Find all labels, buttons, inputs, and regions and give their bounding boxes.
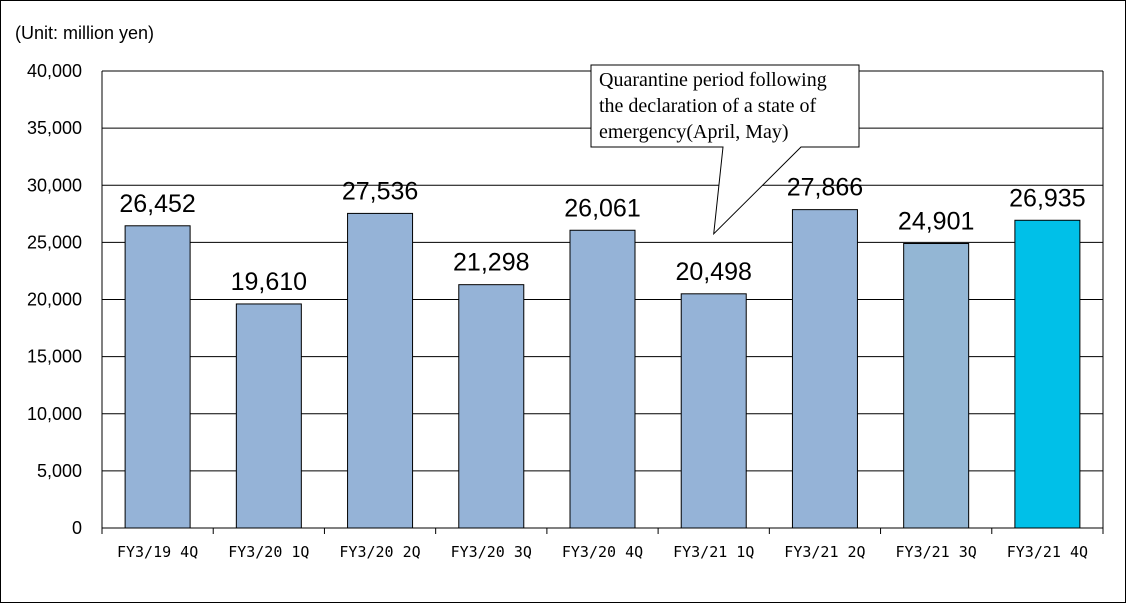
callout-bubble — [590, 64, 860, 236]
unit-label: (Unit: million yen) — [15, 23, 154, 43]
y-tick-label: 15,000 — [27, 347, 82, 367]
bar — [680, 293, 747, 529]
bar — [903, 243, 970, 529]
bar — [347, 212, 414, 529]
y-tick-label: 5,000 — [37, 461, 82, 481]
data-label: 21,298 — [453, 249, 529, 277]
bar — [124, 225, 191, 529]
callout-text-line: Quarantine period following — [599, 69, 827, 91]
data-label: 26,452 — [119, 190, 195, 218]
annotation-callout: Quarantine period following the declarati… — [590, 64, 860, 236]
bar — [1014, 219, 1081, 529]
bar — [458, 284, 525, 529]
x-axis-ticks: FY3/19 4Q FY3/20 1Q FY3/20 2Q FY3/20 3Q FY3/… — [117, 543, 1088, 561]
bars — [124, 209, 1081, 529]
data-label: 27,536 — [342, 177, 418, 205]
data-labels: 26,452 19,610 27,536 21,298 26,061 20,498 27,8… — [119, 174, 1085, 296]
x-tick-label: FY3/21 1Q — [673, 543, 754, 561]
y-tick-label: 30,000 — [27, 175, 82, 195]
y-tick-label: 25,000 — [27, 232, 82, 252]
y-tick-label: 20,000 — [27, 290, 82, 310]
data-label: 24,901 — [898, 208, 974, 236]
callout-text-line: emergency(April, May) — [599, 121, 789, 143]
y-tick-label: 0 — [72, 518, 82, 538]
bar — [569, 229, 636, 529]
x-tick-label: FY3/20 3Q — [451, 543, 532, 561]
data-label: 19,610 — [231, 268, 307, 296]
data-label: 26,935 — [1009, 184, 1085, 212]
bar — [791, 209, 858, 529]
x-tick-label: FY3/20 4Q — [562, 543, 643, 561]
callout-text-line: the declaration of a state of — [599, 95, 816, 117]
data-label: 27,866 — [787, 174, 863, 202]
y-tick-label: 40,000 — [27, 61, 82, 81]
y-tick-label: 10,000 — [27, 404, 82, 424]
x-tick-label: FY3/20 2Q — [339, 543, 420, 561]
x-tick-label: FY3/19 4Q — [117, 543, 198, 561]
x-tick-label: FY3/21 2Q — [784, 543, 865, 561]
x-tick-label: FY3/21 4Q — [1007, 543, 1088, 561]
y-tick-label: 35,000 — [27, 118, 82, 138]
x-tick-label: FY3/21 3Q — [896, 543, 977, 561]
data-label: 26,061 — [564, 194, 640, 222]
y-axis-ticks: 0 5,000 10,000 15,000 20,000 25,000 30,000 35,0… — [27, 61, 82, 538]
bar — [235, 303, 302, 529]
data-label: 20,498 — [675, 258, 751, 286]
x-tick-label: FY3/20 1Q — [228, 543, 309, 561]
